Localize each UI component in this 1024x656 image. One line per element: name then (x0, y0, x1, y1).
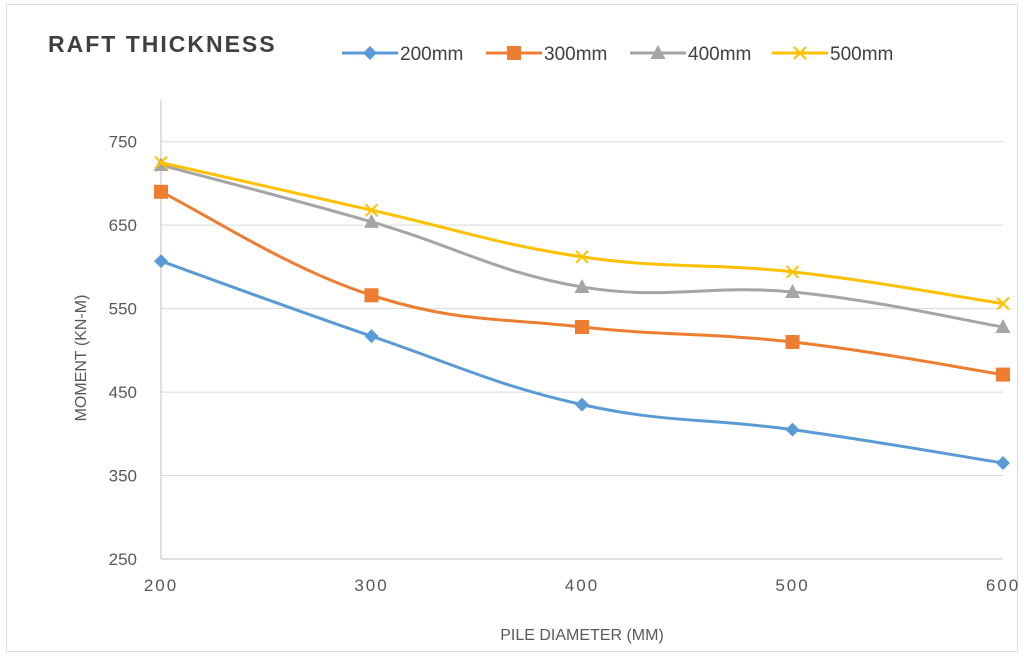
data-point-200mm (996, 456, 1010, 471)
x-axis-label: PILE DIAMETER (MM) (500, 627, 664, 644)
legend-marker-200mm (363, 46, 377, 60)
data-point-400mm (364, 213, 379, 228)
legend-marker-400mm (650, 45, 666, 59)
x-tick-label: 400 (565, 576, 599, 595)
data-point-300mm (364, 288, 379, 303)
data-point-200mm (364, 329, 379, 344)
data-point-500mm (785, 265, 800, 279)
data-point-500mm-stroke-b (996, 296, 1010, 311)
data-point-400mm (785, 283, 800, 298)
grid-lines (161, 141, 1003, 477)
data-point-300mm (575, 319, 589, 334)
legend-item-300mm: 300mm (486, 44, 607, 65)
tick-labels: 250 350 450 550 650 750 200 300 400 500 600 (109, 133, 1020, 595)
y-tick-label: 350 (109, 467, 137, 486)
y-tick-label: 450 (109, 383, 137, 402)
data-point-300mm (154, 184, 168, 199)
y-tick-label: 650 (109, 216, 137, 235)
data-point-500mm-stroke-b (364, 203, 379, 217)
data-point-400mm (995, 318, 1011, 333)
data-point-300mm (996, 367, 1010, 382)
data-point-300mm (785, 335, 800, 350)
legend-item-400mm: 400mm (630, 44, 751, 65)
y-tick-label: 750 (109, 133, 137, 152)
data-point-500mm (575, 250, 589, 264)
legend-label: 400mm (688, 44, 751, 65)
legend-label: 200mm (400, 44, 463, 65)
data-point-500mm (996, 296, 1010, 311)
series-line-400mm (160, 163, 1004, 329)
data-point-500mm-stroke-b (575, 250, 589, 264)
data-point-200mm (785, 422, 800, 437)
data-point-200mm (575, 397, 589, 412)
data-point-500mm (154, 155, 168, 170)
x-tick-label: 500 (775, 576, 809, 595)
axes (160, 100, 1003, 560)
data-point-500mm (364, 203, 379, 217)
x-tick-label: 300 (354, 576, 388, 595)
legend-label: 500mm (830, 44, 893, 65)
data-point-500mm-stroke-b (154, 155, 168, 170)
data-point-400mm (574, 278, 590, 293)
legend-marker-500mm-stroke-b (793, 46, 807, 60)
series-lines (153, 155, 1011, 471)
y-axis-label: MOMENT (KN-M) (73, 295, 90, 422)
chart-frame (6, 4, 1018, 652)
y-tick-label: 250 (109, 550, 137, 569)
legend-marker-500mm (793, 46, 807, 60)
legend-label: 300mm (544, 44, 607, 65)
x-tick-label: 200 (144, 576, 178, 595)
chart-title: RAFT THICKNESS (48, 31, 277, 57)
legend-item-500mm: 500mm (772, 44, 893, 65)
legend: 200mm 300mm 400mm 500mm (342, 44, 893, 65)
data-point-500mm-stroke-b (785, 265, 800, 279)
y-tick-label: 550 (109, 300, 137, 319)
x-tick-label: 600 (986, 576, 1020, 595)
data-point-200mm (154, 254, 168, 269)
legend-item-200mm: 200mm (342, 44, 463, 65)
legend-marker-300mm (507, 46, 521, 60)
